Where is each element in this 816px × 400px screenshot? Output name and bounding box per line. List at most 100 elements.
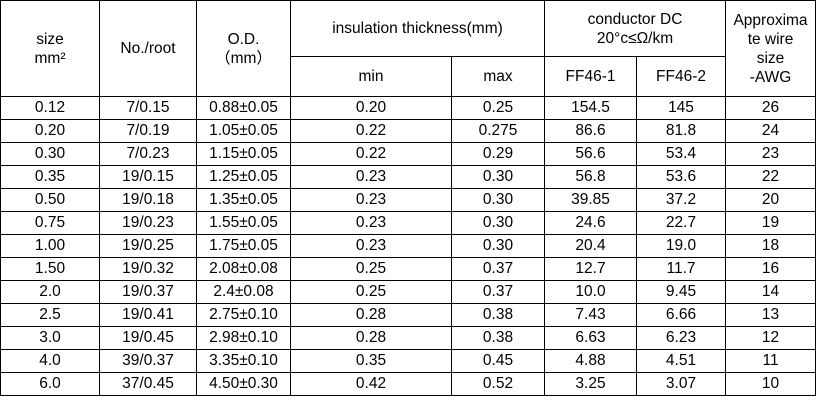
cell-insulation-max: 0.30 xyxy=(451,211,545,235)
cell-ff46-1: 3.25 xyxy=(544,372,637,396)
header-ff46-1: FF46-1 xyxy=(544,56,637,97)
cell-insulation-min: 0.35 xyxy=(290,349,452,373)
table-row: 6.0 37/0.45 4.50±0.30 0.42 0.52 3.25 3.07 10 xyxy=(0,372,816,396)
cell-awg: 23 xyxy=(725,142,816,166)
cell-size: 2.0 xyxy=(0,280,100,304)
cell-insulation-max: 0.37 xyxy=(451,280,545,304)
cell-size: 2.5 xyxy=(0,303,100,327)
cell-insulation-min: 0.23 xyxy=(290,234,452,258)
table-body: 0.12 7/0.15 0.88±0.05 0.20 0.25 154.5 145 26 0.2… xyxy=(0,96,816,396)
table-row: 0.35 19/0.15 1.25±0.05 0.23 0.30 56.8 53.6 22 xyxy=(0,165,816,189)
cell-ff46-2: 6.23 xyxy=(635,326,727,350)
cell-no-root: 37/0.45 xyxy=(99,372,197,396)
table-row: 1.00 19/0.25 1.75±0.05 0.23 0.30 20.4 19.0 18 xyxy=(0,234,816,258)
cell-insulation-min: 0.23 xyxy=(290,165,452,189)
cell-ff46-1: 56.6 xyxy=(544,142,637,166)
header-conductor: conductor DC 20°c≤Ω/km xyxy=(543,0,727,57)
header-insulation: insulation thickness(mm) xyxy=(290,0,545,57)
cell-ff46-1: 39.85 xyxy=(544,188,637,212)
cell-ff46-1: 20.4 xyxy=(544,234,637,258)
cell-ff46-2: 6.66 xyxy=(635,303,727,327)
header-conductor-label: conductor DC xyxy=(587,10,683,28)
cell-no-root: 19/0.32 xyxy=(99,257,197,281)
cell-no-root: 19/0.25 xyxy=(99,234,197,258)
table-row: 0.12 7/0.15 0.88±0.05 0.20 0.25 154.5 145 26 xyxy=(0,96,816,120)
cell-size: 6.0 xyxy=(0,372,100,396)
header-od-label: O.D. xyxy=(227,30,260,48)
cell-od: 3.35±0.10 xyxy=(196,349,291,373)
cell-ff46-2: 145 xyxy=(635,96,727,120)
header-awg-line-2: te wire xyxy=(747,30,794,48)
header-ff46-2: FF46-2 xyxy=(635,56,727,97)
cell-ff46-2: 81.8 xyxy=(635,119,727,143)
cell-insulation-max: 0.25 xyxy=(451,96,545,120)
cell-od: 1.55±0.05 xyxy=(196,211,291,235)
cell-od: 1.05±0.05 xyxy=(196,119,291,143)
cell-od: 1.35±0.05 xyxy=(196,188,291,212)
cell-no-root: 7/0.15 xyxy=(99,96,197,120)
table-row: 2.0 19/0.37 2.4±0.08 0.25 0.37 10.0 9.45 14 xyxy=(0,280,816,304)
cell-od: 2.4±0.08 xyxy=(196,280,291,304)
table-row: 2.5 19/0.41 2.75±0.10 0.28 0.38 7.43 6.66 13 xyxy=(0,303,816,327)
cell-no-root: 19/0.41 xyxy=(99,303,197,327)
header-od-unit: （mm） xyxy=(215,49,272,67)
header-size-label: size xyxy=(36,30,64,48)
cell-size: 1.50 xyxy=(0,257,100,281)
cell-ff46-2: 11.7 xyxy=(635,257,727,281)
cell-ff46-1: 7.43 xyxy=(544,303,637,327)
header-awg-line-3: size xyxy=(756,49,785,67)
cell-od: 1.75±0.05 xyxy=(196,234,291,258)
header-awg: Approxima te wire size -AWG xyxy=(725,0,816,97)
cell-ff46-1: 86.6 xyxy=(544,119,637,143)
cell-insulation-max: 0.38 xyxy=(451,326,545,350)
cell-od: 2.08±0.08 xyxy=(196,257,291,281)
cell-insulation-min: 0.22 xyxy=(290,142,452,166)
cell-no-root: 19/0.18 xyxy=(99,188,197,212)
cell-size: 0.75 xyxy=(0,211,100,235)
cell-size: 4.0 xyxy=(0,349,100,373)
cell-ff46-1: 12.7 xyxy=(544,257,637,281)
cell-no-root: 19/0.45 xyxy=(99,326,197,350)
cell-insulation-max: 0.275 xyxy=(451,119,545,143)
header-row-bottom: min max FF46-1 FF46-2 xyxy=(1,56,816,97)
cell-awg: 14 xyxy=(725,280,816,304)
cell-awg: 20 xyxy=(725,188,816,212)
cell-size: 0.35 xyxy=(0,165,100,189)
header-awg-line-4: -AWG xyxy=(749,68,792,86)
cell-size: 3.0 xyxy=(0,326,100,350)
cell-awg: 13 xyxy=(725,303,816,327)
cell-insulation-max: 0.45 xyxy=(451,349,545,373)
cell-insulation-min: 0.23 xyxy=(290,211,452,235)
cell-insulation-max: 0.30 xyxy=(451,165,545,189)
table-row: 4.0 39/0.37 3.35±0.10 0.35 0.45 4.88 4.51 11 xyxy=(0,349,816,373)
cell-insulation-min: 0.28 xyxy=(290,326,452,350)
cell-no-root: 7/0.19 xyxy=(99,119,197,143)
table-row: 0.75 19/0.23 1.55±0.05 0.23 0.30 24.6 22.7 19 xyxy=(0,211,816,235)
cell-ff46-1: 10.0 xyxy=(544,280,637,304)
table-row: 3.0 19/0.45 2.98±0.10 0.28 0.38 6.63 6.23 12 xyxy=(0,326,816,350)
cell-od: 2.75±0.10 xyxy=(196,303,291,327)
cell-ff46-1: 56.8 xyxy=(544,165,637,189)
cell-ff46-2: 22.7 xyxy=(635,211,727,235)
header-size-unit: mm² xyxy=(34,49,66,67)
cell-od: 1.15±0.05 xyxy=(196,142,291,166)
cell-no-root: 7/0.23 xyxy=(99,142,197,166)
cell-insulation-min: 0.25 xyxy=(290,257,452,281)
table-header: size mm² No./root O.D. （mm） insulation t… xyxy=(0,0,816,97)
cell-awg: 11 xyxy=(725,349,816,373)
cell-no-root: 19/0.37 xyxy=(99,280,197,304)
cell-no-root: 39/0.37 xyxy=(99,349,197,373)
cell-ff46-1: 4.88 xyxy=(544,349,637,373)
cell-awg: 22 xyxy=(725,165,816,189)
cell-insulation-min: 0.25 xyxy=(290,280,452,304)
cell-ff46-2: 53.4 xyxy=(635,142,727,166)
cell-insulation-max: 0.37 xyxy=(451,257,545,281)
cell-insulation-max: 0.52 xyxy=(451,372,545,396)
cell-ff46-2: 19.0 xyxy=(635,234,727,258)
cell-awg: 12 xyxy=(725,326,816,350)
cell-insulation-max: 0.30 xyxy=(451,234,545,258)
cell-awg: 26 xyxy=(725,96,816,120)
cell-ff46-2: 37.2 xyxy=(635,188,727,212)
cell-no-root: 19/0.15 xyxy=(99,165,197,189)
cell-awg: 10 xyxy=(725,372,816,396)
